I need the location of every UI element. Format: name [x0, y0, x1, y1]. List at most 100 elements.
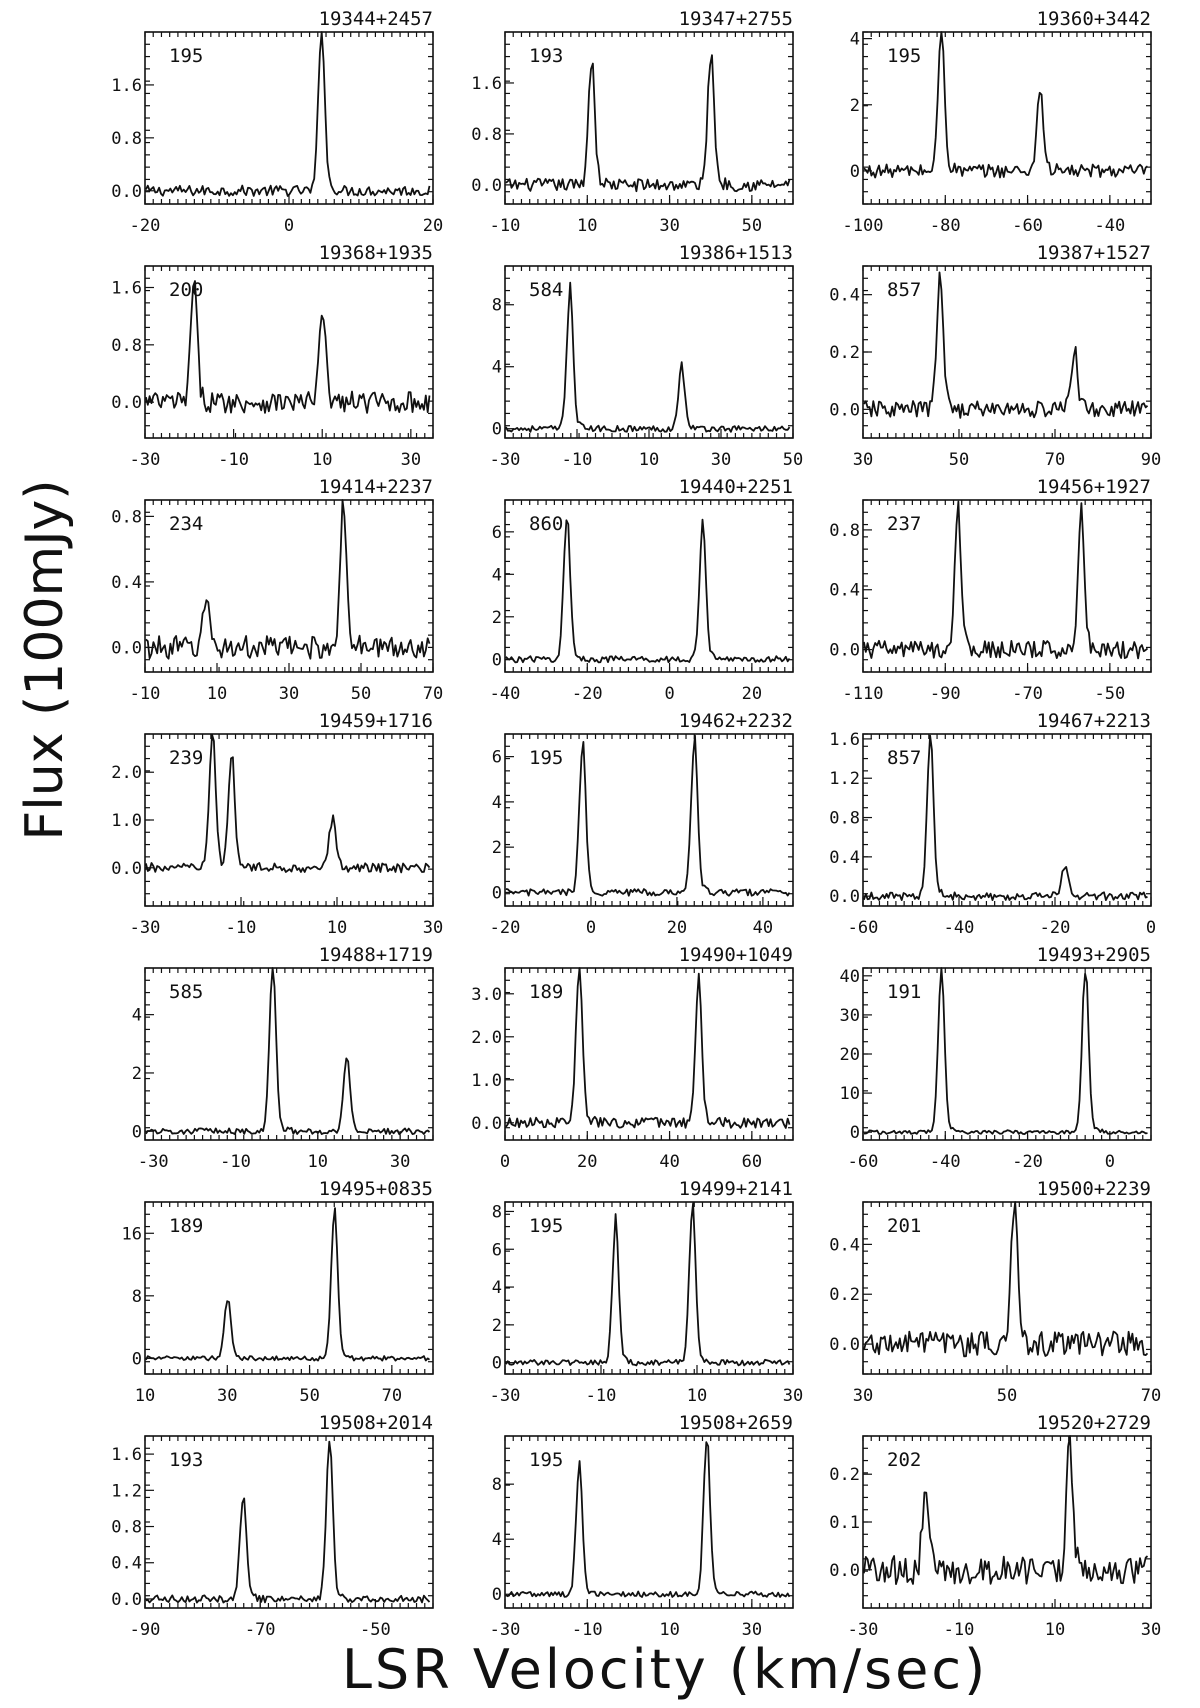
y-tick-label: 4 [492, 565, 502, 585]
y-tick-label: 0 [492, 1585, 502, 1605]
panel-title: 19467+2213 [1037, 710, 1151, 732]
y-tick-label: 0.4 [829, 848, 860, 868]
y-tick-label: 0.4 [829, 581, 860, 601]
panel-title: 19520+2729 [1037, 1412, 1151, 1434]
panel-number: 193 [529, 45, 563, 67]
x-tick-label: 30 [711, 450, 731, 470]
y-tick-label: 0.0 [471, 176, 502, 196]
x-tick-label: 0 [664, 684, 674, 704]
y-tick-label: 0.8 [111, 1518, 142, 1538]
y-tick-label: 0.4 [111, 573, 142, 593]
panel-number: 234 [169, 513, 203, 535]
panel-number: 195 [887, 45, 921, 67]
x-tick-label: 70 [1141, 1386, 1161, 1406]
x-tick-label: 10 [1045, 1620, 1065, 1640]
x-tick-label: 70 [1045, 450, 1065, 470]
y-tick-label: 0 [850, 162, 860, 182]
spectrum-line [863, 1201, 1149, 1358]
y-tick-label: 0 [132, 1349, 142, 1369]
panel-number: 585 [169, 981, 203, 1003]
y-tick-label: 2 [132, 1064, 142, 1084]
x-tick-label: -20 [490, 918, 521, 938]
x-tick-label: 90 [1141, 450, 1161, 470]
x-tick-label: -110 [843, 684, 884, 704]
x-tick-label: 40 [753, 918, 773, 938]
panel-title: 19508+2014 [319, 1412, 433, 1434]
x-tick-label: -40 [490, 684, 521, 704]
y-tick-label: 6 [492, 748, 502, 768]
spectrum-line [145, 1440, 431, 1604]
panel-title: 19508+2659 [679, 1412, 793, 1434]
spectrum-panel: -100 -80 -60 -40 0 2 4 19360+3442 195 [843, 8, 1152, 236]
x-tick-label: 30 [659, 216, 679, 236]
x-tick-label: 10 [135, 1386, 155, 1406]
y-tick-label: 8 [492, 1475, 502, 1495]
x-tick-label: -60 [1012, 216, 1043, 236]
y-tick-label: 0.1 [829, 1513, 860, 1533]
spectrum-line [863, 31, 1149, 179]
spectrum-line [145, 280, 431, 414]
x-axis-label: LSR Velocity (km/sec) [342, 1638, 988, 1701]
panel-number: 237 [887, 513, 921, 535]
y-tick-label: 1.6 [111, 279, 142, 299]
y-tick-label: 0.0 [829, 641, 860, 661]
spectrum-line [145, 1207, 431, 1362]
spectrum-panel: -90 -70 -50 0.0 0.4 0.8 1.2 1.6 19508+2014 193 [111, 1412, 434, 1640]
spectrum-panel: -30 -10 10 30 0.0 0.8 1.6 19368+1935 200 [111, 242, 434, 470]
x-tick-label: 10 [639, 450, 659, 470]
spectrum-line [505, 54, 791, 193]
panel-number: 201 [887, 1215, 921, 1237]
spectrum-panel: -20 0 20 0.0 0.8 1.6 19344+2457 195 [111, 8, 443, 236]
y-tick-label: 1.2 [111, 1481, 142, 1501]
x-tick-label: -40 [930, 1152, 961, 1172]
x-tick-label: 10 [577, 216, 597, 236]
y-tick-label: 0.2 [829, 1285, 860, 1305]
y-tick-label: 0.0 [111, 859, 142, 879]
spectrum-line [863, 271, 1149, 419]
x-tick-label: -80 [930, 216, 961, 236]
x-tick-label: 50 [299, 1386, 319, 1406]
panel-title: 19500+2239 [1037, 1178, 1151, 1200]
spectrum-line [505, 734, 791, 897]
x-tick-label: 30 [742, 1620, 762, 1640]
x-tick-label: -30 [490, 1620, 521, 1640]
panel-title: 19456+1927 [1037, 476, 1151, 498]
spectrum-panel: 30 50 70 90 0.0 0.2 0.4 19387+1527 857 [829, 242, 1161, 470]
y-tick-label: 0.0 [111, 393, 142, 413]
panel-title: 19495+0835 [319, 1178, 433, 1200]
y-tick-label: 1.0 [111, 811, 142, 831]
y-tick-label: 2.0 [111, 763, 142, 783]
panel-number: 239 [169, 747, 203, 769]
panel-title: 19387+1527 [1037, 242, 1151, 264]
y-tick-label: 0.0 [829, 887, 860, 907]
y-tick-label: 8 [492, 296, 502, 316]
y-tick-label: 16 [122, 1224, 142, 1244]
y-tick-label: 8 [492, 1202, 502, 1222]
x-tick-label: -30 [138, 1152, 169, 1172]
y-axis-label: Flux (100mJy) [15, 479, 75, 840]
panel-title: 19490+1049 [679, 944, 793, 966]
y-tick-label: 1.6 [829, 730, 860, 750]
y-tick-label: 0 [492, 883, 502, 903]
spectrum-panel: -10 10 30 50 0.0 0.8 1.6 19347+2755 193 [471, 8, 794, 236]
x-tick-label: 30 [390, 1152, 410, 1172]
panel-title: 19386+1513 [679, 242, 793, 264]
x-tick-label: -30 [490, 1386, 521, 1406]
x-tick-label: 20 [423, 216, 443, 236]
y-tick-label: 2 [492, 1316, 502, 1336]
spectrum-line [863, 967, 1148, 1135]
x-tick-label: 0 [1146, 918, 1156, 938]
spectrum-panel: -30 -10 10 30 0.0 1.0 2.0 19459+1716 239 [111, 710, 443, 938]
x-tick-label: -10 [226, 918, 257, 938]
x-tick-label: 30 [423, 918, 443, 938]
panel-title: 19347+2755 [679, 8, 793, 30]
x-tick-label: -40 [944, 918, 975, 938]
y-tick-label: 30 [840, 1006, 860, 1026]
x-tick-label: 30 [853, 450, 873, 470]
y-tick-label: 0.4 [829, 1235, 860, 1255]
y-tick-label: 4 [492, 1278, 502, 1298]
panel-number: 202 [887, 1449, 921, 1471]
spectrum-line [505, 1202, 791, 1367]
panel-number: 200 [169, 279, 203, 301]
